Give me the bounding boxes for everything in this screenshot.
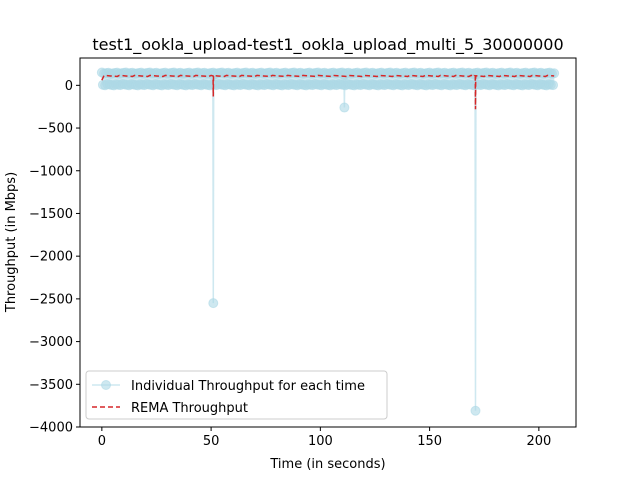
x-tick-label: 200: [526, 434, 551, 449]
y-tick-label: −3500: [29, 378, 73, 393]
legend-box: [85, 370, 388, 420]
rema-throughput-line: [101, 74, 555, 110]
y-tick-label: 0: [65, 79, 73, 94]
y-tick-label: −3000: [29, 335, 73, 350]
x-tick-label: 100: [308, 434, 333, 449]
legend-marker-individual: [101, 380, 111, 390]
x-axis-label: Time (in seconds): [269, 457, 385, 472]
legend-label-individual: Individual Throughput for each time: [131, 379, 365, 394]
individual-throughput-point: [549, 68, 560, 79]
x-tick-label: 0: [98, 434, 106, 449]
individual-throughput-point: [548, 80, 559, 91]
individual-throughput-line: [101, 72, 555, 411]
individual-throughput-point: [470, 405, 481, 416]
individual-throughput-point: [339, 102, 350, 113]
plot-frame: [79, 57, 577, 428]
legend-label-rema: REMA Throughput: [131, 401, 248, 416]
individual-throughput-point: [208, 298, 219, 309]
series-rema-throughput: [101, 74, 555, 110]
y-tick-label: −1000: [29, 164, 73, 179]
y-tick-label: −1500: [29, 207, 73, 222]
y-tick-label: −4000: [29, 421, 73, 436]
y-tick-label: −2000: [29, 250, 73, 265]
x-tick-label: 150: [417, 434, 442, 449]
y-tick-label: −2500: [29, 292, 73, 307]
y-axis-label: Throughput (in Mbps): [4, 172, 19, 313]
series-individual-throughput: [96, 67, 560, 416]
x-axis: 0 50 100 150 200: [98, 427, 551, 449]
y-tick-label: −500: [37, 122, 73, 137]
chart-title: test1_ookla_upload-test1_ookla_upload_mu…: [92, 35, 563, 55]
y-axis: 0 −500 −1000 −1500 −2000 −2500 −3000 −3500 −4000: [29, 79, 80, 436]
x-tick-label: 50: [203, 434, 220, 449]
legend: Individual Throughput for each time REMA…: [85, 370, 388, 420]
